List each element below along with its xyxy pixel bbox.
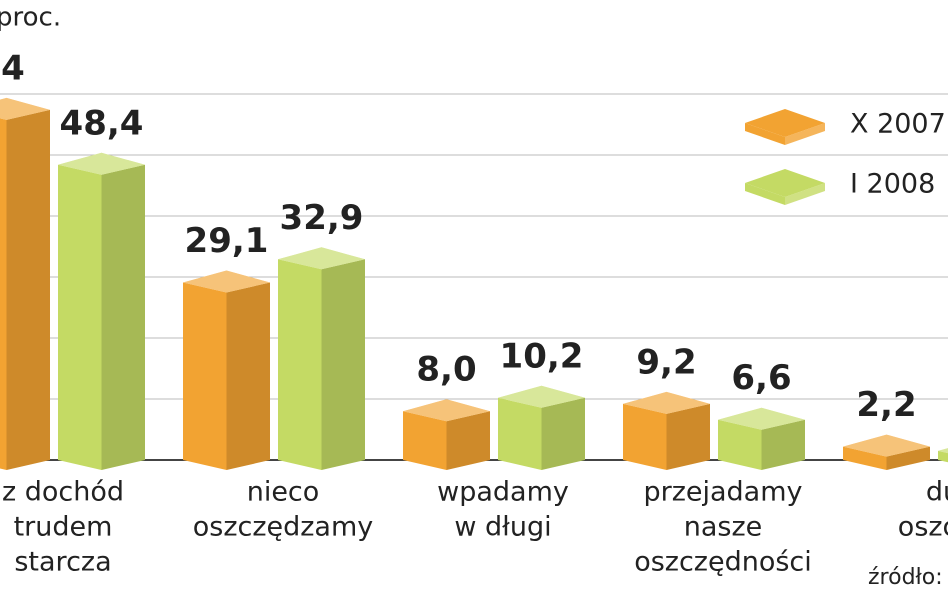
- value-label: 29,1: [185, 221, 269, 261]
- bar-face: [843, 446, 887, 470]
- bar: [843, 434, 930, 470]
- x-tick-label: z dochód: [2, 477, 124, 508]
- bar-face: [321, 259, 365, 470]
- bar-face: [761, 419, 805, 470]
- bar-face: [623, 391, 710, 414]
- bar-face: [278, 247, 365, 270]
- x-tick-label: oszczędzamy: [193, 512, 374, 543]
- bar-face: [226, 282, 270, 470]
- x-tick-label: oszczę: [898, 512, 948, 543]
- value-label: 8,0: [416, 350, 476, 390]
- bar-face: [541, 397, 585, 470]
- bar-face: [101, 164, 145, 470]
- bar-face: [498, 397, 542, 470]
- bar-face: [623, 403, 667, 470]
- bar-face: [938, 448, 948, 454]
- legend-swatch-side: [745, 123, 785, 145]
- bar-face: [6, 109, 50, 471]
- bar-face: [226, 282, 270, 470]
- bar-face: [6, 109, 50, 471]
- bar-face: [666, 403, 710, 470]
- value-label: 10,2: [500, 336, 584, 376]
- x-tick-label: wpadamy: [437, 477, 569, 508]
- bar-face: [843, 434, 930, 457]
- legend-label: X 2007: [850, 109, 946, 140]
- bar: [0, 97, 50, 471]
- value-label: 48,4: [60, 103, 144, 143]
- bar-face: [58, 152, 145, 175]
- bar-face: [403, 399, 490, 422]
- bar-face: [718, 407, 805, 430]
- bar-face: [446, 411, 490, 470]
- legend-swatch-side: [785, 183, 825, 205]
- bar-face: [183, 270, 270, 293]
- legend-swatch-side: [745, 183, 785, 205]
- bar-face: [718, 419, 762, 470]
- bar-face: [0, 118, 7, 470]
- bar-face: [321, 259, 365, 470]
- bar-face: [498, 385, 585, 408]
- bar: [58, 152, 145, 470]
- bar: [938, 448, 948, 463]
- bar-face: [183, 270, 270, 293]
- bar-face: [58, 164, 102, 470]
- x-tick-label: starcza: [14, 547, 111, 578]
- bar-face: [0, 97, 50, 120]
- bar-face: [498, 385, 585, 408]
- bar: [278, 247, 365, 470]
- bar-face: [403, 411, 447, 470]
- x-tick-label: oszczędności: [634, 547, 812, 578]
- bar-face: [718, 407, 805, 430]
- bar-face: [101, 164, 145, 470]
- bar: [623, 391, 710, 470]
- value-label: 2,2: [856, 385, 916, 425]
- x-tick-label: trudem: [14, 512, 113, 543]
- bar-face: [843, 434, 930, 457]
- value-label: 6,6: [731, 358, 791, 398]
- bar: [183, 270, 270, 470]
- bar-face: [886, 446, 930, 470]
- bar-face: [886, 446, 930, 470]
- value-label: 9,2: [636, 342, 696, 382]
- legend-label: I 2008: [850, 169, 935, 200]
- bar-face: [938, 450, 948, 463]
- bar: [498, 385, 585, 470]
- value-label: 32,9: [280, 198, 364, 238]
- bar-face: [666, 403, 710, 470]
- x-tick-label: nieco: [247, 477, 320, 508]
- bar-face: [541, 397, 585, 470]
- x-tick-label: w długi: [454, 512, 551, 543]
- bar-face: [403, 399, 490, 422]
- bar-face: [183, 282, 227, 470]
- x-tick-label: nasze: [684, 512, 763, 543]
- bar-face: [0, 97, 50, 120]
- bar-face: [761, 419, 805, 470]
- legend-swatch-side: [785, 123, 825, 145]
- bar: [403, 399, 490, 470]
- bar-face: [278, 247, 365, 270]
- x-tick-label: przejadamy: [643, 477, 802, 508]
- bar-face: [623, 391, 710, 414]
- x-tick-label: du: [926, 477, 948, 508]
- bar: [718, 407, 805, 470]
- bar-face: [58, 152, 145, 175]
- value-label: ,4: [0, 48, 25, 88]
- source: źródło:: [868, 565, 943, 590]
- bar-face: [446, 411, 490, 470]
- bar-face: [938, 448, 948, 454]
- bar-face: [278, 259, 322, 470]
- chart-title: proc.: [0, 3, 61, 33]
